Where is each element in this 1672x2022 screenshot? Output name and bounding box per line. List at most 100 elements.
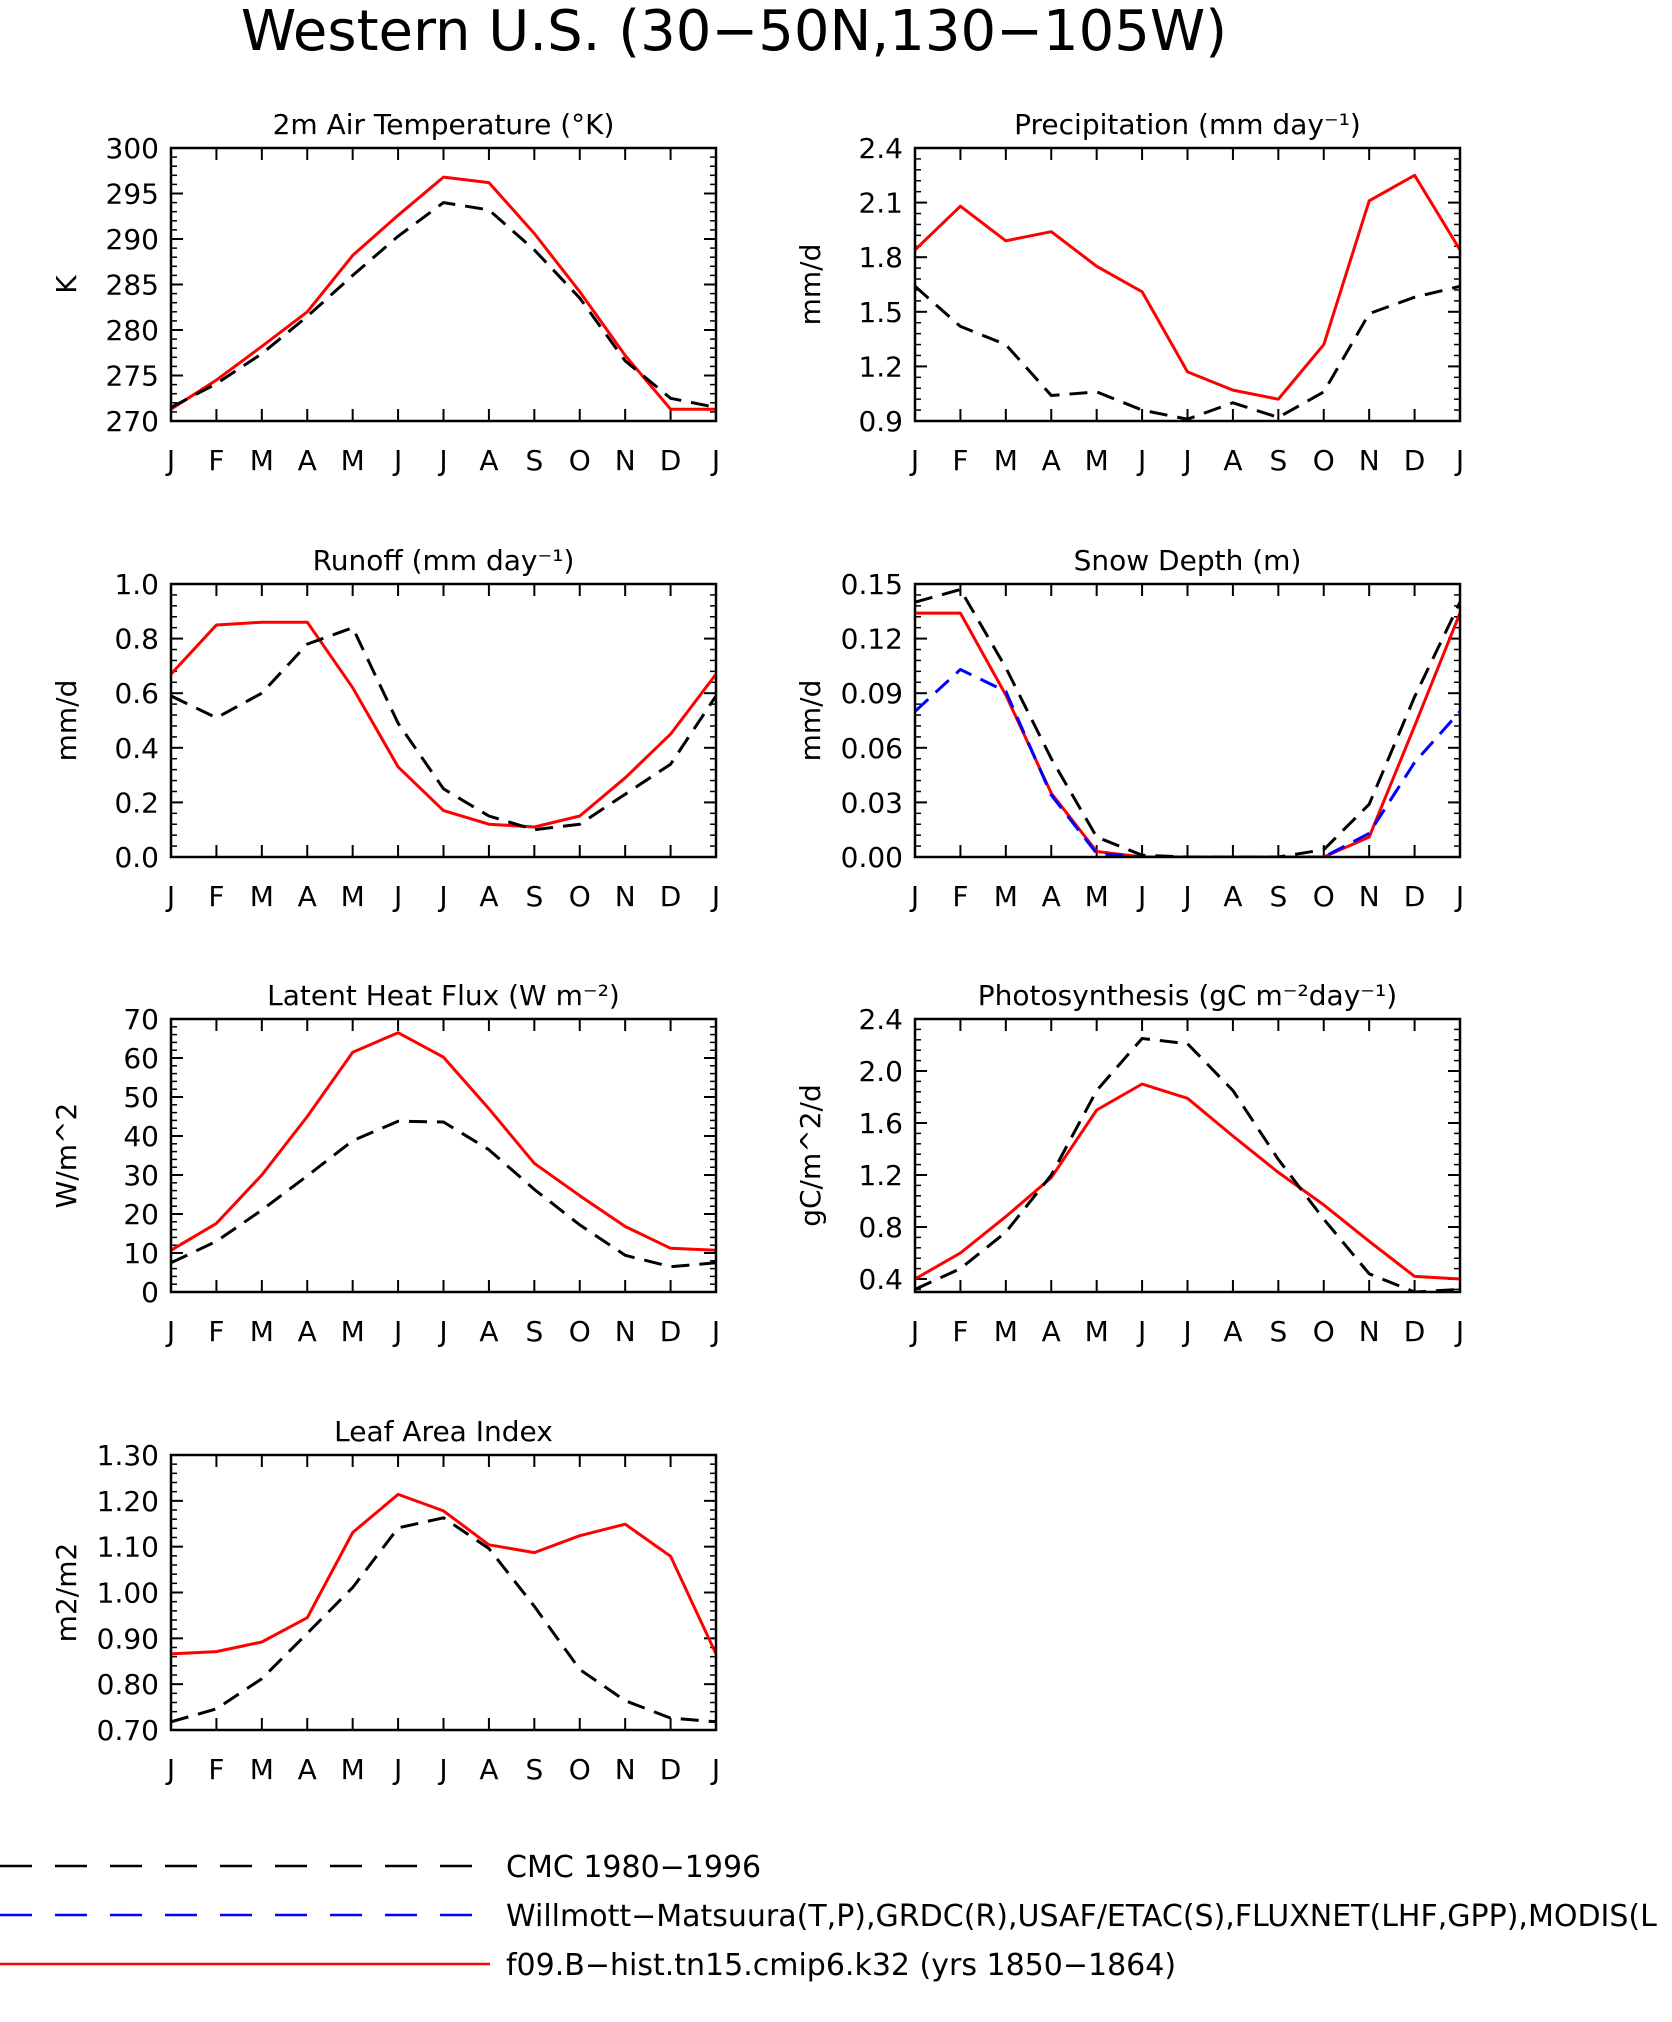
- x-tick-label: M: [1085, 444, 1109, 477]
- x-tick-label: M: [250, 444, 274, 477]
- legend: CMC 1980−1996 Willmott−Matsuura(T,P),GRDC…: [0, 1850, 1657, 1983]
- series-group: [915, 173, 1460, 421]
- x-tick-label: J: [710, 444, 720, 477]
- x-tick-label: J: [1454, 880, 1464, 913]
- x-tick-label: M: [994, 880, 1018, 913]
- x-tick-label: O: [569, 444, 591, 477]
- series-line-model: [171, 1492, 716, 1656]
- series-line-model: [171, 1031, 716, 1252]
- x-tick-label: D: [660, 444, 682, 477]
- x-tick-label: D: [660, 1315, 682, 1348]
- y-tick-label: 280: [106, 314, 159, 347]
- y-tick-label: 0.70: [97, 1714, 159, 1747]
- x-tick-label: N: [615, 880, 636, 913]
- x-tick-label: J: [165, 880, 175, 913]
- legend-label: CMC 1980−1996: [506, 1850, 761, 1885]
- x-tick-label: O: [1313, 444, 1335, 477]
- x-tick-label: J: [437, 444, 447, 477]
- panel-5: Latent Heat Flux (W m⁻²) W/m^2 0 10 20 30 40 50…: [50, 979, 720, 1348]
- x-tick-label: J: [437, 880, 447, 913]
- y-tick-label: 50: [123, 1081, 159, 1114]
- x-tick-label: J: [392, 1315, 402, 1348]
- series-line-obs: [171, 201, 716, 409]
- panel-2: Precipitation (mm day⁻¹) mm/d 0.9 1.2 1.5 1.8…: [794, 108, 1464, 477]
- x-tick-label: J: [165, 1753, 175, 1786]
- y-tick-label: 0.80: [97, 1668, 159, 1701]
- y-tick-label: 285: [106, 269, 159, 302]
- x-tick-label: N: [1359, 444, 1380, 477]
- series-line-obs: [171, 626, 716, 832]
- x-tick-label: J: [1136, 444, 1146, 477]
- x-tick-label: A: [298, 1315, 317, 1348]
- y-tick-label: 1.5: [858, 296, 903, 329]
- legend-item-model: f09.B−hist.tn15.cmip6.k32 (yrs 1850−1864…: [0, 1948, 1176, 1983]
- legend-label: f09.B−hist.tn15.cmip6.k32 (yrs 1850−1864…: [506, 1948, 1176, 1983]
- x-tick-label: J: [1181, 444, 1191, 477]
- x-tick-label: M: [250, 1753, 274, 1786]
- x-tick-label: J: [1181, 1315, 1191, 1348]
- x-tick-label: J: [909, 444, 919, 477]
- y-tick-label: 0.12: [841, 623, 903, 656]
- y-tick-label: 0.4: [114, 732, 159, 765]
- x-tick-label: S: [525, 444, 543, 477]
- x-tick-label: O: [569, 880, 591, 913]
- x-tick-label: J: [1136, 1315, 1146, 1348]
- y-tick-label: 0.0: [114, 841, 159, 874]
- x-tick-label: J: [165, 1315, 175, 1348]
- y-tick-label: 0.8: [858, 1211, 903, 1244]
- series-line-obs: [915, 1037, 1460, 1292]
- x-tick-label: A: [298, 1753, 317, 1786]
- y-tick-label: 0.6: [114, 677, 159, 710]
- x-tick-label: M: [250, 1315, 274, 1348]
- y-tick-label: 2.1: [858, 187, 903, 220]
- x-tick-label: A: [1223, 444, 1242, 477]
- panels: 2m Air Temperature (°K) K 270 275 280 285 290 2…: [50, 108, 1464, 1786]
- x-tick-label: A: [1042, 1315, 1061, 1348]
- x-tick-label: S: [1269, 444, 1287, 477]
- series-line-model: [915, 1082, 1460, 1281]
- y-tick-label: 1.10: [97, 1531, 159, 1564]
- x-tick-label: A: [298, 444, 317, 477]
- x-tick-label: O: [1313, 1315, 1335, 1348]
- y-tick-label: 0.9: [858, 405, 903, 438]
- x-tick-label: D: [660, 880, 682, 913]
- x-tick-label: J: [165, 444, 175, 477]
- legend-label: Willmott−Matsuura(T,P),GRDC(R),USAF/ETAC…: [506, 1899, 1657, 1934]
- y-tick-label: 2.4: [858, 132, 903, 165]
- x-tick-label: S: [525, 1753, 543, 1786]
- x-tick-label: A: [1042, 444, 1061, 477]
- panel-7: Leaf Area Index m2/m2 0.70 0.80 0.90 1.00 1.10…: [50, 1415, 720, 1786]
- x-tick-label: O: [569, 1315, 591, 1348]
- panel-6: Photosynthesis (gC m⁻²day⁻¹) gC/m^2/d 0.4 0…: [794, 979, 1464, 1348]
- plot-frame: [913, 146, 1462, 423]
- x-tick-label: J: [1181, 880, 1191, 913]
- x-tick-label: S: [1269, 880, 1287, 913]
- x-tick-label: J: [1136, 880, 1146, 913]
- y-tick-label: 20: [123, 1198, 159, 1231]
- series-line-obs: [171, 1119, 716, 1269]
- y-tick-label: 10: [123, 1237, 159, 1270]
- y-tick-label: 2.0: [858, 1055, 903, 1088]
- x-tick-label: A: [298, 880, 317, 913]
- x-tick-label: M: [341, 880, 365, 913]
- x-tick-label: J: [392, 444, 402, 477]
- series-group: [171, 175, 716, 411]
- series-line-model: [171, 175, 716, 411]
- x-tick-label: M: [994, 444, 1018, 477]
- x-tick-label: A: [479, 444, 498, 477]
- x-tick-label: M: [250, 880, 274, 913]
- x-tick-label: J: [1454, 444, 1464, 477]
- x-tick-label: N: [615, 1753, 636, 1786]
- series-line-obs: [915, 588, 1460, 857]
- y-tick-label: 0: [141, 1276, 159, 1309]
- y-tick-label: 1.0: [114, 568, 159, 601]
- plot-frame: [169, 582, 718, 859]
- y-tick-label: 270: [106, 405, 159, 438]
- y-tick-label: 1.6: [858, 1107, 903, 1140]
- series-group: [171, 620, 716, 832]
- panel-title: Latent Heat Flux (W m⁻²): [267, 979, 620, 1012]
- panel-title: Runoff (mm day⁻¹): [313, 544, 575, 577]
- x-tick-label: J: [710, 880, 720, 913]
- legend-item-obs: CMC 1980−1996: [0, 1850, 761, 1885]
- x-tick-label: D: [1404, 1315, 1426, 1348]
